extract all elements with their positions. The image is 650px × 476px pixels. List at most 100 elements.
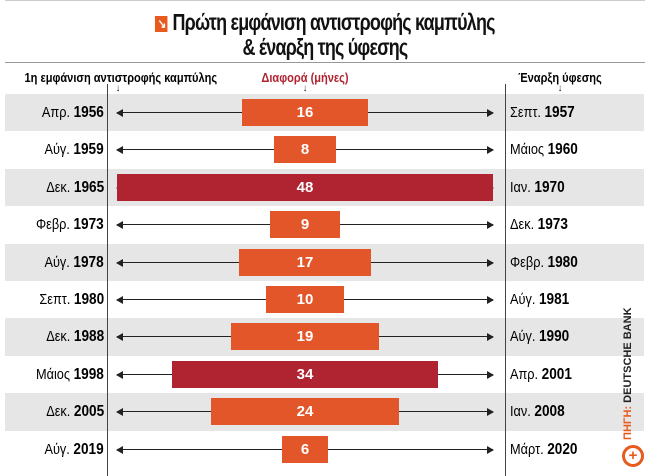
divider [5,62,645,63]
end-month: Φεβρ. [510,253,544,271]
bar: 34 [172,360,438,388]
end-year: 2008 [534,403,565,421]
start-year: 1978 [73,253,104,271]
start-month: Δεκ. [46,328,71,346]
header-right-text: Έναρξη ύφεσης [518,70,602,85]
end-year: 1970 [534,178,565,196]
end-month: Ιαν. [510,403,531,421]
start-month: Φεβρ. [36,216,71,234]
start-date: Απρ. 1956 [42,104,104,122]
rows: Απρ. 1956 16 Σεπτ. 1957 Αύγ. 1959 8 Μάιος… [5,94,644,468]
end-month: Μάρτ. [510,440,544,458]
start-date: Μάιος 1998 [36,366,104,384]
header-center: Διαφορά (μήνες) ↓ [237,70,373,94]
header-right: Έναρξη ύφεσης ↓ [509,70,611,94]
end-year: 1960 [547,141,578,159]
title-line-2: & έναρξη της ύφεσης [242,34,409,60]
end-month: Αύγ. [510,328,536,346]
bar: 9 [269,211,341,239]
arrow-down-icon: ↓ [115,83,121,94]
end-month: Απρ. [510,365,539,383]
source-label: ΠΗΓΗ: [622,405,634,440]
header-left: 1η εμφάνιση αντιστροφής καμπύλης ↓ [25,70,218,94]
start-date: Αύγ. 2019 [45,441,104,459]
source-text: DEUTSCHE BANK [622,307,634,403]
end-year: 2020 [547,440,578,458]
end-year: 1957 [544,104,575,121]
end-month: Μάιος [510,141,545,159]
table-row: Φεβρ. 1973 9 Δεκ. 1973 [5,206,644,243]
title-line-1: ↘ Πρώτη εμφάνιση αντιστροφής καμπύλης [72,10,579,34]
right-axis-line [505,84,506,476]
arrow-down-icon: ↓ [302,83,308,94]
start-year: 1959 [73,141,104,159]
arrow-down-icon: ↓ [557,83,563,94]
end-date: Ιαν. 2008 [510,403,565,421]
end-year: 1981 [538,290,570,308]
table-row: Σεπτ. 1980 10 Αύγ. 1981 [5,281,644,318]
start-date: Σεπτ. 1980 [39,291,104,309]
header-left-text: 1η εμφάνιση αντιστροφής καμπύλης [24,70,218,85]
end-year: 1990 [538,328,570,346]
start-month: Δεκ. [46,178,71,196]
start-year: 2019 [73,440,104,458]
end-date: Αύγ. 1990 [510,328,569,346]
table-row: Δεκ. 2005 24 Ιαν. 2008 [5,393,644,431]
start-date: Δεκ. 2005 [46,403,104,421]
table-row: Αύγ. 1959 8 Μάιος 1960 [5,131,644,168]
end-month: Σεπτ. [510,104,541,121]
end-date: Αύγ. 1981 [510,291,569,309]
header-center-text: Διαφορά (μήνες) [261,70,349,85]
end-month: Ιαν. [510,178,531,196]
start-month: Αύγ. [44,253,71,271]
start-year: 2005 [73,403,104,421]
bar: 48 [117,173,493,201]
arrow-down-right-icon: ↘ [155,16,168,32]
bar: 10 [265,285,345,313]
start-date: Αύγ. 1978 [45,254,104,272]
start-date: Φεβρ. 1973 [36,216,104,234]
start-month: Αύγ. [44,440,71,458]
end-date: Φεβρ. 1980 [510,254,578,272]
end-date: Σεπτ. 1957 [510,104,575,122]
source: ΠΗΓΗ: DEUTSCHE BANK [622,307,634,440]
start-year: 1998 [73,365,104,383]
start-month: Αύγ. [44,141,71,159]
bar: 6 [281,435,329,463]
table-row: Αύγ. 2019 6 Μάρτ. 2020 [5,431,644,468]
start-month: Δεκ. [46,403,71,421]
zoom-icon[interactable]: + [622,445,644,467]
start-year: 1973 [73,216,104,234]
table-row: Αύγ. 1978 17 Φεβρ. 1980 [5,243,644,281]
bar: 17 [238,248,372,276]
left-axis-line [107,84,108,476]
table-row: Δεκ. 1965 48 Ιαν. 1970 [5,168,644,207]
end-date: Απρ. 2001 [510,366,572,384]
title-text-1: Πρώτη εμφάνιση αντιστροφής καμπύλης [172,9,495,35]
end-date: Μάιος 1960 [510,141,578,159]
start-month: Μάιος [36,365,71,383]
end-year: 1973 [537,216,568,234]
table-row: Δεκ. 1988 19 Αύγ. 1990 [5,318,644,356]
end-year: 2001 [541,365,572,383]
bar: 8 [273,136,337,164]
start-date: Δεκ. 1988 [46,328,104,346]
start-year: 1956 [73,104,104,121]
bar: 19 [230,323,380,351]
end-month: Αύγ. [510,290,536,308]
top-rule [5,0,645,1]
start-year: 1988 [73,328,104,346]
start-date: Δεκ. 1965 [46,179,104,197]
start-date: Αύγ. 1959 [45,141,104,159]
start-month: Σεπτ. [39,290,71,308]
start-month: Απρ. [42,104,71,121]
start-year: 1965 [73,178,104,196]
bar: 24 [211,398,399,426]
end-date: Δεκ. 1973 [510,216,568,234]
end-year: 1980 [547,253,578,271]
table-row: Απρ. 1956 16 Σεπτ. 1957 [5,94,644,132]
end-date: Μάρτ. 2020 [510,441,577,459]
end-date: Ιαν. 1970 [510,179,565,197]
start-year: 1980 [73,290,104,308]
